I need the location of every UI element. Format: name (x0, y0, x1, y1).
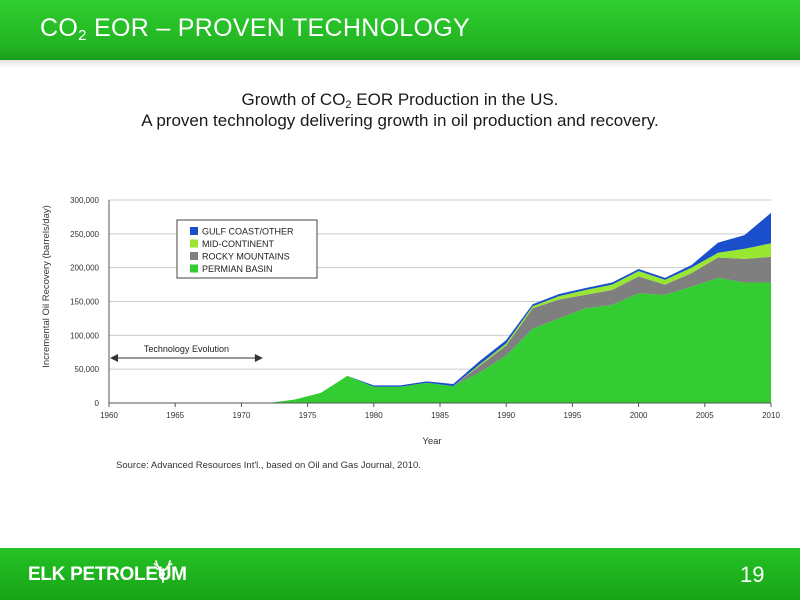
header-bar: CO2 EOR – PROVEN TECHNOLOGY (0, 0, 800, 60)
slide-title: CO2 EOR – PROVEN TECHNOLOGY (40, 14, 470, 44)
legend-label: ROCKY MOUNTAINS (202, 252, 290, 262)
x-tick-label: 2000 (630, 411, 648, 420)
page-number: 19 (740, 562, 765, 587)
y-tick-label: 250,000 (70, 230, 99, 239)
legend-box (176, 219, 318, 279)
x-tick-label: 2005 (696, 411, 714, 420)
y-axis-label: Incremental Oil Recovery (barrels/day) (41, 205, 52, 368)
x-tick-label: 2010 (762, 411, 780, 420)
y-tick-label: 100,000 (70, 331, 99, 340)
legend-swatch (190, 264, 198, 273)
chart-subtitle-line2: A proven technology delivering growth in… (141, 111, 659, 130)
header-shadow (0, 60, 800, 68)
x-tick-label: 1975 (299, 411, 317, 420)
annotation-arrowhead-left (110, 354, 118, 362)
annotation-arrowhead-right (254, 354, 263, 362)
legend-swatch (190, 252, 198, 260)
y-tick-label: 50,000 (75, 365, 100, 374)
legend-swatch (190, 227, 198, 235)
x-tick-label: 1985 (431, 411, 449, 420)
x-tick-label: 1960 (100, 411, 118, 420)
legend-label: GULF COAST/OTHER (202, 227, 294, 237)
legend-swatch (190, 239, 198, 248)
y-tick-label: 150,000 (70, 298, 99, 307)
company-logo-text: ELK PETROLEUM (28, 564, 187, 585)
area-series-permian-basin (109, 277, 771, 403)
x-tick-label: 1970 (233, 411, 251, 420)
footer-bar: ELK PETROLEUM 19 (0, 548, 800, 600)
annotation-label: Technology Evolution (144, 344, 229, 354)
chart-subtitle-line1: Growth of CO2 EOR Production in the US. (241, 90, 559, 111)
legend-label: MID-CONTINENT (202, 239, 274, 249)
elk-antlers-icon (153, 560, 173, 583)
x-axis-label: Year (422, 436, 441, 447)
x-tick-label: 1990 (497, 411, 515, 420)
y-tick-label: 300,000 (70, 196, 99, 205)
y-tick-label: 200,000 (70, 264, 99, 273)
x-tick-label: 1965 (166, 411, 184, 420)
legend-label: PERMIAN BASIN (202, 264, 273, 274)
x-tick-label: 1980 (365, 411, 383, 420)
area-series-rocky-mountains (109, 256, 771, 403)
chart-source-note: Source: Advanced Resources Int'l., based… (116, 460, 421, 471)
x-tick-label: 1995 (564, 411, 582, 420)
y-tick-label: 0 (95, 399, 100, 408)
